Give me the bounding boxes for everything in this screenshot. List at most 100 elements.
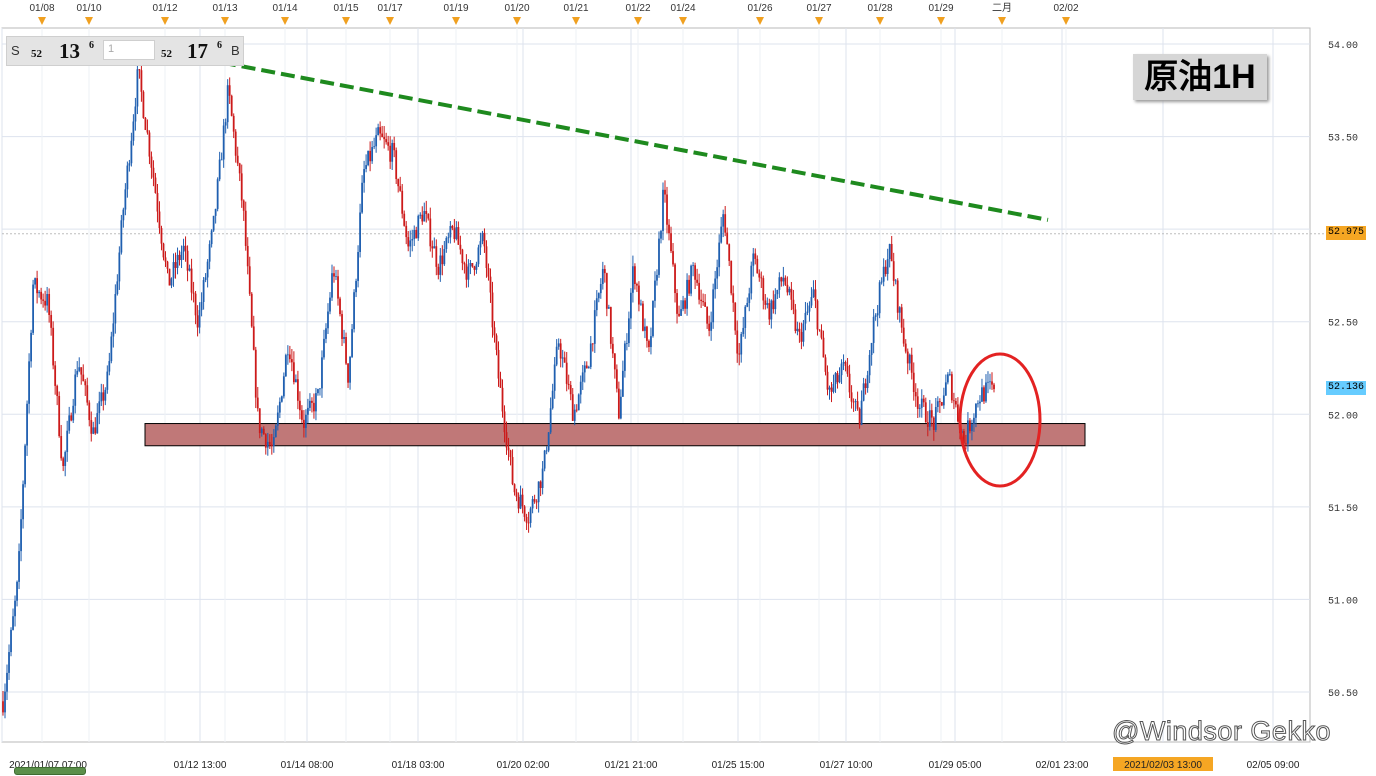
candle-body bbox=[840, 363, 843, 376]
candle-body bbox=[52, 327, 55, 366]
buy-price-main[interactable]: 17 bbox=[187, 39, 208, 63]
candle-body bbox=[50, 314, 53, 328]
trendline-dashed bbox=[221, 60, 1049, 222]
candle-body bbox=[503, 411, 506, 433]
candle-body bbox=[820, 330, 823, 338]
candle-body bbox=[668, 224, 670, 234]
candle-body bbox=[32, 284, 34, 333]
candle-body bbox=[172, 262, 175, 279]
chart-grid bbox=[1, 27, 1324, 743]
candle-body bbox=[286, 354, 289, 356]
candle-body bbox=[12, 616, 14, 630]
candle-body bbox=[170, 278, 173, 286]
candle-body bbox=[591, 343, 594, 345]
candle-body bbox=[36, 278, 39, 294]
candle-body bbox=[924, 402, 927, 423]
candle-body bbox=[579, 381, 582, 395]
candle-body bbox=[718, 242, 721, 268]
candle-body bbox=[10, 629, 12, 653]
candle-body bbox=[487, 268, 490, 277]
candle-body bbox=[120, 220, 123, 253]
candle-body bbox=[443, 249, 446, 265]
candle-body bbox=[816, 300, 819, 330]
candle-body bbox=[601, 268, 604, 285]
buy-label[interactable]: B bbox=[231, 43, 240, 58]
candle-body bbox=[627, 318, 630, 344]
y-tick-label: 51.50 bbox=[1328, 504, 1358, 515]
candle-body bbox=[802, 323, 805, 342]
candle-body bbox=[349, 356, 351, 383]
candle-body bbox=[664, 189, 666, 195]
candle-body bbox=[854, 401, 857, 403]
candle-body bbox=[236, 155, 239, 164]
candle-body bbox=[367, 150, 370, 166]
candle-body bbox=[533, 499, 536, 502]
quote-panel[interactable]: S 52 13 6 1 52 17 6 B bbox=[6, 36, 244, 66]
candle-body bbox=[762, 278, 765, 301]
horizontal-scrollbar[interactable] bbox=[14, 767, 86, 775]
event-marker-icon bbox=[342, 17, 350, 25]
candle-body bbox=[696, 279, 699, 283]
candle-body bbox=[238, 163, 241, 174]
candle-body bbox=[870, 342, 873, 355]
highlighted-x-label-bg bbox=[1113, 757, 1213, 771]
sell-price-prefix: 52 bbox=[31, 48, 42, 60]
candle-body bbox=[858, 408, 861, 425]
candle-body bbox=[260, 428, 263, 434]
candle-body bbox=[573, 409, 576, 421]
candle-body bbox=[124, 189, 127, 210]
x-tick-label: 01/21 21:00 bbox=[605, 760, 658, 771]
candle-body bbox=[272, 437, 275, 447]
candle-body bbox=[537, 481, 540, 503]
top-date-label: 01/17 bbox=[377, 3, 402, 14]
candle-body bbox=[154, 177, 157, 193]
candle-body bbox=[242, 200, 245, 211]
y-tick-label: 52.00 bbox=[1328, 411, 1358, 422]
candle-body bbox=[754, 253, 757, 259]
candle-body bbox=[623, 343, 626, 371]
candle-body bbox=[989, 381, 991, 383]
candle-body bbox=[78, 367, 81, 371]
candle-body bbox=[688, 279, 690, 294]
sell-label[interactable]: S bbox=[11, 43, 20, 58]
candle-body bbox=[844, 362, 847, 366]
lot-size-input[interactable]: 1 bbox=[103, 40, 155, 60]
sell-price-main[interactable]: 13 bbox=[59, 39, 80, 63]
candle-body bbox=[515, 492, 518, 497]
candle-body bbox=[369, 150, 372, 162]
candle-body bbox=[108, 361, 111, 372]
event-marker-icon bbox=[998, 17, 1006, 25]
candle-body bbox=[742, 327, 745, 335]
candle-body bbox=[429, 218, 432, 247]
candle-body bbox=[946, 374, 949, 383]
support-zone-box bbox=[144, 423, 1086, 447]
candle-body bbox=[313, 402, 315, 412]
candle-body bbox=[535, 501, 538, 503]
candle-body bbox=[613, 353, 616, 370]
candle-body bbox=[86, 385, 89, 403]
candle-body bbox=[640, 303, 642, 305]
candle-body bbox=[240, 173, 243, 201]
top-date-label: 01/08 bbox=[29, 3, 54, 14]
candle-body bbox=[692, 265, 694, 267]
x-tick-label: 02/01 23:00 bbox=[1036, 760, 1089, 771]
candle-body bbox=[2, 701, 4, 713]
candle-body bbox=[920, 398, 923, 408]
candle-body bbox=[967, 420, 969, 444]
candle-body bbox=[750, 265, 753, 294]
candle-body bbox=[963, 431, 965, 444]
candle-body bbox=[401, 190, 404, 214]
candle-body bbox=[938, 401, 941, 403]
candle-body bbox=[702, 301, 705, 303]
candle-body bbox=[985, 382, 987, 402]
candle-body bbox=[712, 289, 715, 323]
top-date-label: 二月 bbox=[992, 2, 1012, 14]
candle-body bbox=[224, 122, 227, 126]
candle-body bbox=[230, 95, 233, 116]
top-date-label: 02/02 bbox=[1053, 3, 1078, 14]
candle-body bbox=[666, 194, 668, 225]
candle-body bbox=[411, 239, 414, 241]
candle-body bbox=[34, 278, 36, 285]
candle-body bbox=[266, 441, 269, 448]
